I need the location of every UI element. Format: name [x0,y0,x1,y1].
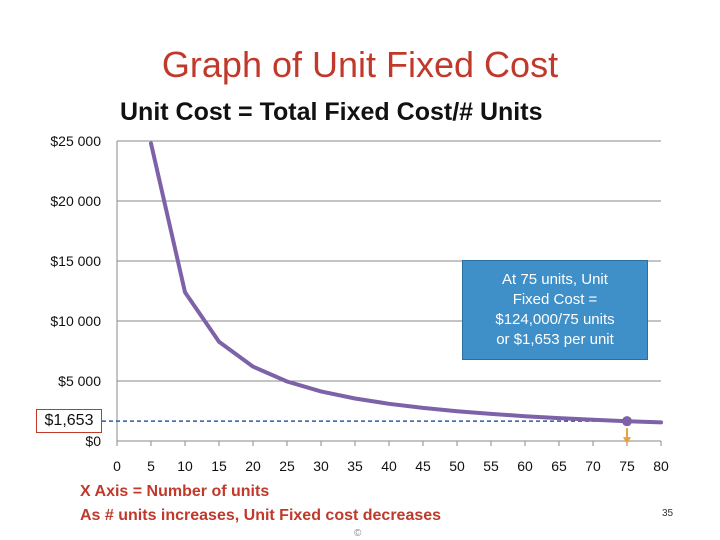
highlight-point-marker [622,416,632,427]
callout-line-4: or $1,653 per unit [496,331,614,348]
series-lines [149,141,663,425]
x-tick-label-16: 80 [653,458,669,474]
slide-title: Graph of Unit Fixed Cost [161,44,559,85]
x-tick-label-7: 35 [347,458,363,474]
x-tick-label-11: 55 [483,458,499,474]
x-tick-label-8: 40 [381,458,397,474]
x-tick-label-2: 10 [177,458,193,474]
x-tick-label-0: 0 [113,458,121,474]
highlight-value-label: $1,653 [36,409,102,434]
series-line-0 [149,141,663,425]
callout-box: At 75 units, Unit Fixed Cost = $124,000/… [462,260,648,360]
x-tick-label-13: 65 [551,458,567,474]
callout-line-2: Fixed Cost = [512,291,598,308]
x-tick-label-5: 25 [279,458,295,474]
x-tick-label-12: 60 [517,458,533,474]
y-tick-label-5: $25 000 [50,133,101,149]
x-tick-label-6: 30 [313,458,329,474]
x-axis-note-line-1: X Axis = Number of units [80,483,270,500]
callout-line-1: At 75 units, Unit [502,271,608,288]
page-number: 35 [662,508,674,519]
axes [116,141,662,446]
y-tick-label-3: $15 000 [50,253,101,269]
chart-subtitle: Unit Cost = Total Fixed Cost/# Units [120,98,543,126]
x-axis-note: X Axis = Number of units As # units incr… [80,480,441,528]
y-tick-label-4: $20 000 [50,193,101,209]
y-tick-labels: $0 $5 000 $10 000 $15 000 $20 000 $25 000 [50,133,101,449]
x-tick-labels: 0 5 10 15 20 25 30 35 40 45 50 55 60 65 70 75 80 [113,458,669,474]
callout-line-3: $124,000/75 units [495,311,615,328]
x-tick-label-15: 75 [619,458,635,474]
x-axis-note-line-2: As # units increases, Unit Fixed cost de… [80,507,442,524]
x-tick-label-1: 5 [147,458,155,474]
x-tick-label-4: 20 [245,458,261,474]
copyright-mark: © [354,528,362,539]
highlight-markers [622,416,632,445]
x-tick-label-3: 15 [211,458,227,474]
x-tick-label-10: 50 [449,458,465,474]
y-tick-label-2: $10 000 [50,313,101,329]
y-tick-label-1: $5 000 [58,373,101,389]
x-tick-label-14: 70 [585,458,601,474]
y-tick-label-0: $0 [85,433,101,449]
x-tick-label-9: 45 [415,458,431,474]
highlight-arrow-head [623,437,631,445]
